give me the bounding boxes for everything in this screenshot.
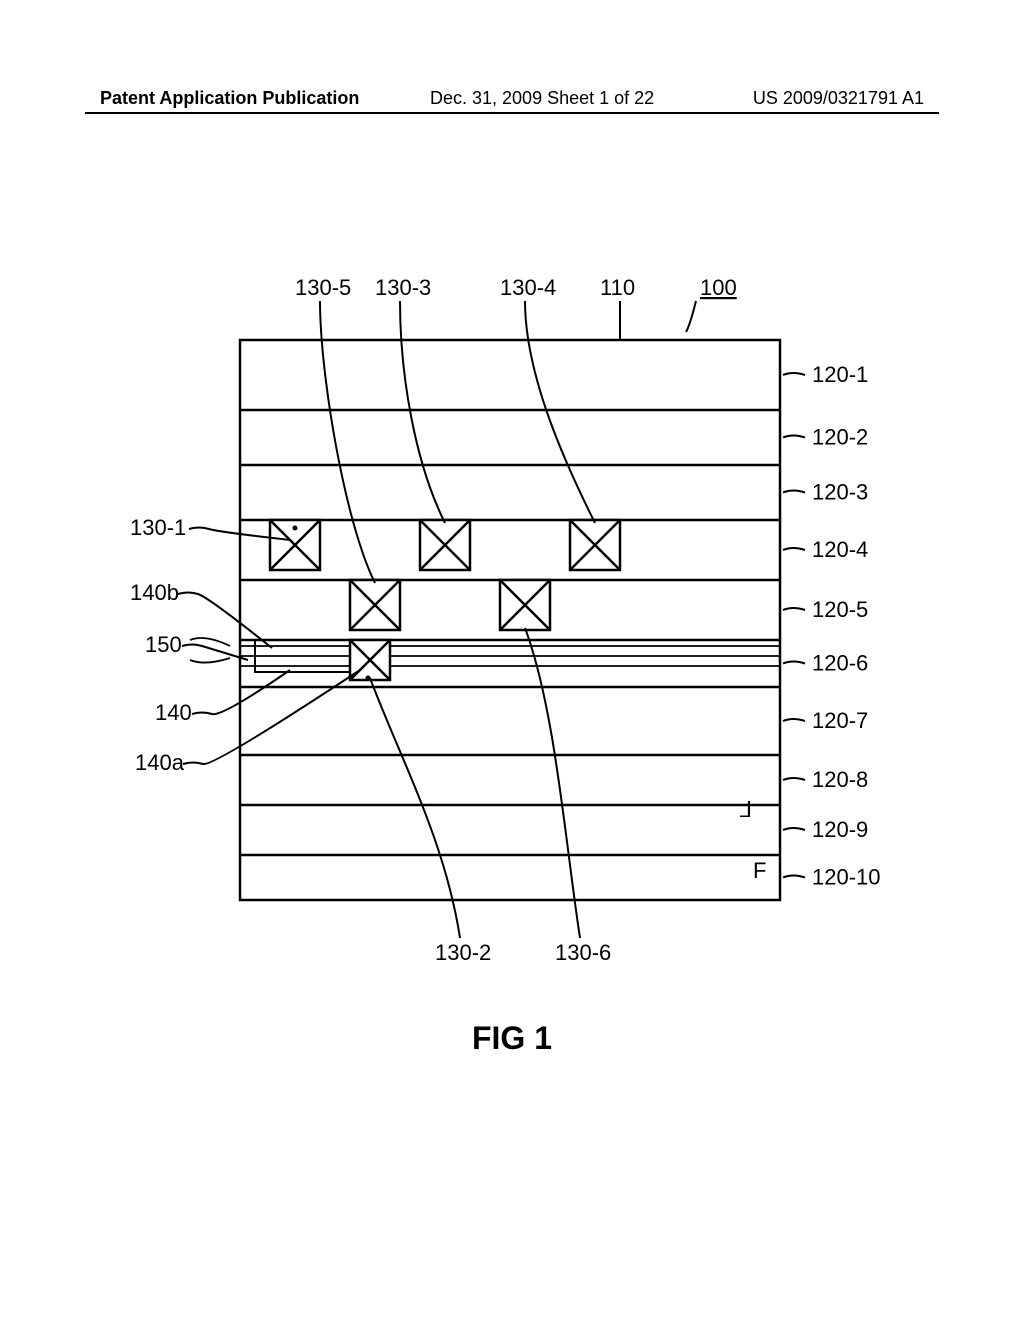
- svg-text:130-6: 130-6: [555, 940, 611, 965]
- header-rule: [85, 112, 939, 114]
- svg-text:140: 140: [155, 700, 192, 725]
- svg-text:130-4: 130-4: [500, 275, 556, 300]
- svg-text:120-10: 120-10: [812, 865, 881, 890]
- svg-text:120-9: 120-9: [812, 817, 868, 842]
- svg-text:130-3: 130-3: [375, 275, 431, 300]
- svg-text:⅃: ⅃: [740, 797, 752, 822]
- svg-text:100: 100: [700, 275, 737, 300]
- svg-text:120-5: 120-5: [812, 597, 868, 622]
- svg-text:120-7: 120-7: [812, 708, 868, 733]
- svg-text:120-3: 120-3: [812, 480, 868, 505]
- svg-text:140b: 140b: [130, 580, 179, 605]
- figure-diagram: 120-1 120-2 120-3 120-4 120-5 120-6 120-7 120-8…: [60, 260, 960, 1020]
- svg-text:130-1: 130-1: [130, 515, 186, 540]
- svg-text:130-2: 130-2: [435, 940, 491, 965]
- svg-text:120-4: 120-4: [812, 537, 868, 562]
- svg-text:110: 110: [600, 275, 635, 300]
- svg-text:120-6: 120-6: [812, 651, 868, 676]
- svg-text:130-5: 130-5: [295, 275, 351, 300]
- header-left: Patent Application Publication: [100, 88, 359, 108]
- svg-text:150: 150: [145, 632, 182, 657]
- svg-text:120-1: 120-1: [812, 362, 868, 387]
- page: Patent Application Publication Dec. 31, …: [0, 0, 1024, 1320]
- svg-text:120-2: 120-2: [812, 425, 868, 450]
- svg-text:140a: 140a: [135, 750, 185, 775]
- page-header: Patent Application Publication Dec. 31, …: [0, 88, 1024, 109]
- figure-caption: FIG 1: [0, 1020, 1024, 1057]
- svg-text:120-8: 120-8: [812, 767, 868, 792]
- header-center: Dec. 31, 2009 Sheet 1 of 22: [430, 88, 654, 109]
- svg-text:F: F: [753, 858, 766, 883]
- header-right: US 2009/0321791 A1: [753, 88, 924, 109]
